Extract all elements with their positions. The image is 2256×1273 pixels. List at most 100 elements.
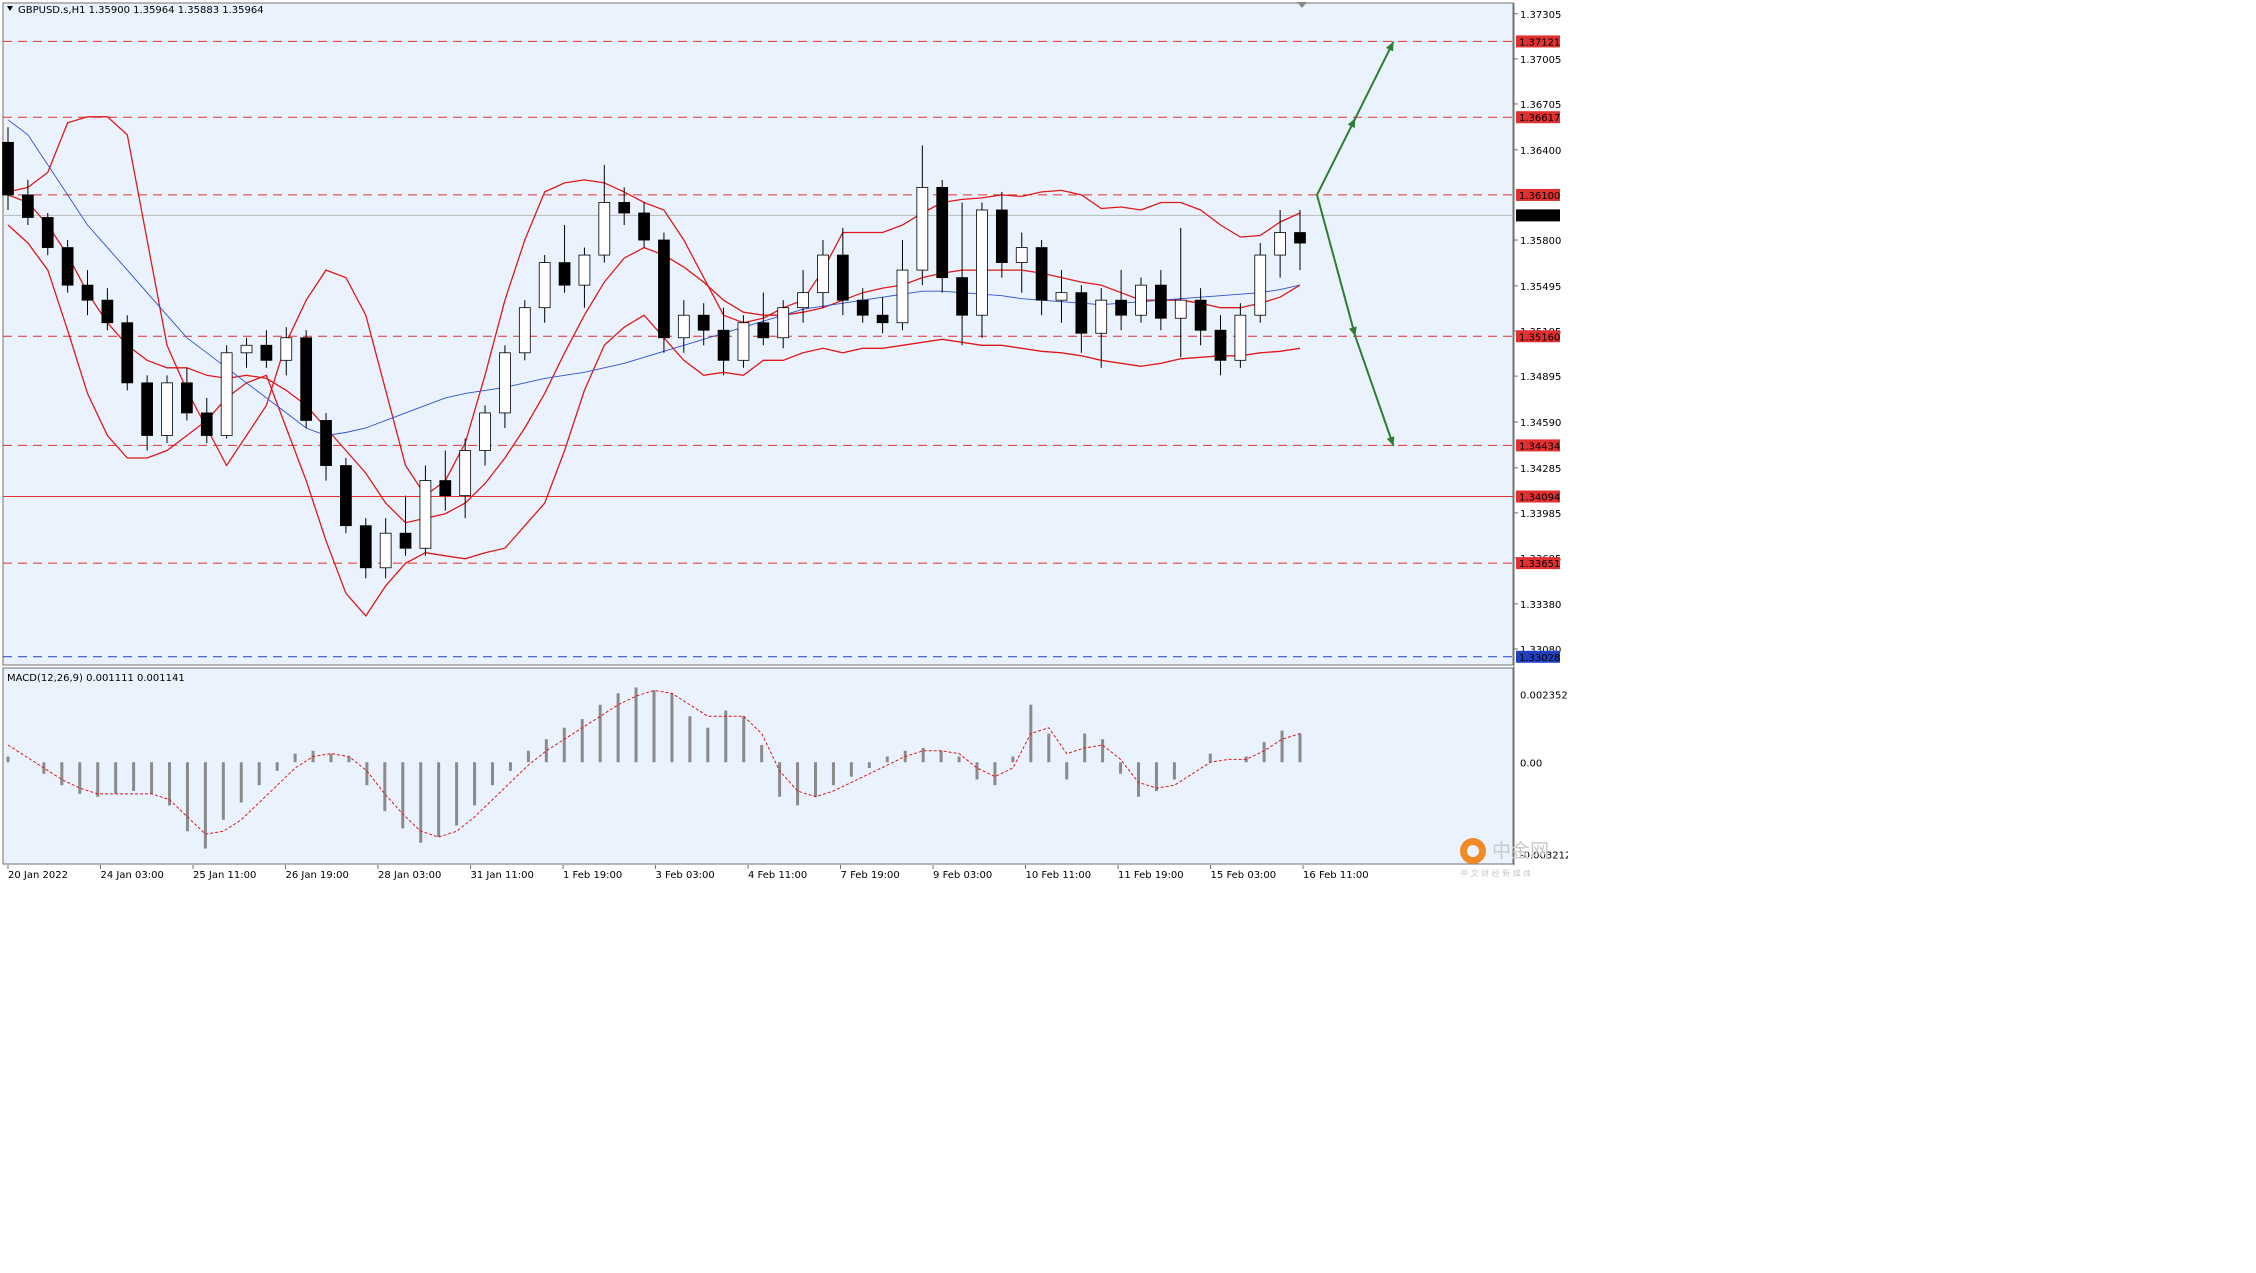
candle-body [419,480,432,549]
candle-body [320,420,332,466]
candle-body [717,329,730,361]
price-tick-label: 1.37305 [1520,10,1561,21]
candle-body [379,532,392,569]
candle-body [518,307,531,354]
candle-body [41,217,54,248]
candle-body [1055,292,1068,301]
candle-body [876,314,889,324]
current-price-box [1516,209,1560,222]
chart-root: 1.37305 1.37005 1.36705 1.36400 1.35800 1.354… [0,0,1568,885]
level-label: 1.34094 [1519,493,1560,504]
level-label-box [1516,650,1560,663]
candle-body [1194,299,1207,331]
macd-tick-label: 0.00 [1520,758,1542,769]
level-label: 1.37121 [1519,37,1560,48]
macd-signal-line [7,689,1301,838]
candle-body [976,209,988,316]
time-tick-label: 20 Jan 2022 [8,870,68,881]
candle-body [340,465,352,527]
candle-body [260,344,273,361]
candle-body [578,254,591,286]
symbol-dropdown-icon[interactable] [7,6,13,11]
candle-body [1254,254,1267,316]
symbol-header: GBPUSD.s,H1 1.35900 1.35964 1.35883 1.35… [18,5,264,16]
level-label: 1.33028 [1519,653,1560,664]
level-label: 1.36617 [1519,113,1560,124]
candle-body [2,141,14,196]
price-tick-label: 1.34590 [1520,418,1561,429]
candle-body [1214,329,1227,361]
candle-body [220,352,233,436]
candle-body [399,532,412,549]
price-tick-label: 1.35800 [1520,236,1561,247]
level-label-box [1516,439,1560,452]
candle-body [1095,299,1108,334]
candle-body [459,450,472,497]
time-tick-label: 31 Jan 11:00 [471,870,534,881]
candle-body [81,284,94,301]
candle-body [1154,284,1167,319]
current-price-label: 1.35964 [1519,211,1560,222]
time-tick-label: 24 Jan 03:00 [101,870,164,881]
arrow-head-icon [1385,41,1394,52]
candles [2,127,1306,579]
candle-body [558,262,571,286]
candle-body [1015,247,1028,263]
candle-body [638,212,650,241]
price-tick-label: 1.37005 [1520,55,1561,66]
macd-tick-label: -0.003212 [1520,851,1568,862]
candle-body [936,187,949,279]
candle-body [499,352,511,414]
time-tick-label: 10 Feb 11:00 [1026,870,1092,881]
macd-pane [2,667,1514,865]
candle-body [101,299,114,324]
candle-body [817,254,829,294]
candle-body [280,337,293,361]
candle-body [1174,299,1187,319]
price-tick-label: 1.33380 [1520,600,1561,611]
candle-body [956,277,968,316]
time-tick-label: 3 Feb 03:00 [656,870,715,881]
level-label: 1.36100 [1519,191,1560,202]
arrow-head-icon [1347,118,1356,129]
time-tick-label: 11 Feb 19:00 [1118,870,1184,881]
arrow-head-icon [1349,326,1357,337]
candle-body [916,187,929,271]
scroll-marker-icon[interactable] [1297,2,1307,8]
chart-canvas: 1.37305 1.37005 1.36705 1.36400 1.35800 1.354… [2,2,1568,881]
candle-body [677,314,690,339]
candle-body [836,254,849,301]
time-tick-label: 1 Feb 19:00 [563,870,622,881]
candle-body [22,194,34,218]
time-axis: 20 Jan 2022 24 Jan 03:00 25 Jan 11:00 26 Ja… [7,865,1369,881]
candle-body [161,382,173,436]
candle-body [797,292,809,309]
time-tick-label: 9 Feb 03:00 [933,870,992,881]
price-tick-label: 1.34285 [1520,464,1561,475]
time-tick-label: 7 Feb 19:00 [841,870,900,881]
time-tick-label: 16 Feb 11:00 [1303,870,1369,881]
price-tick-label: 1.36705 [1520,100,1561,111]
bollinger-upper-line [7,116,1301,497]
candle-body [697,314,710,331]
level-label-box [1516,330,1560,343]
candle-body [359,525,372,569]
candle-body [598,202,611,256]
candle-body [856,299,869,316]
candle-body [181,382,193,414]
arrow-head-icon [1386,436,1395,446]
macd-tick-label: 0.002352 [1520,691,1568,702]
candle-body [1115,299,1127,316]
level-label-box [1516,490,1560,503]
candle-body [61,247,74,286]
candle-body [995,209,1008,263]
price-tick-label: 1.35495 [1520,282,1561,293]
macd-header: MACD(12,26,9) 0.001111 0.001141 [7,673,185,684]
level-label: 1.33651 [1519,559,1560,570]
candle-body [538,262,551,309]
candle-body [757,322,770,339]
candle-body [1234,314,1247,361]
candle-body [141,382,154,436]
candle-body [618,202,631,214]
watermark: 中金网 中 文 财 经 新 媒 体 [1460,838,1549,878]
